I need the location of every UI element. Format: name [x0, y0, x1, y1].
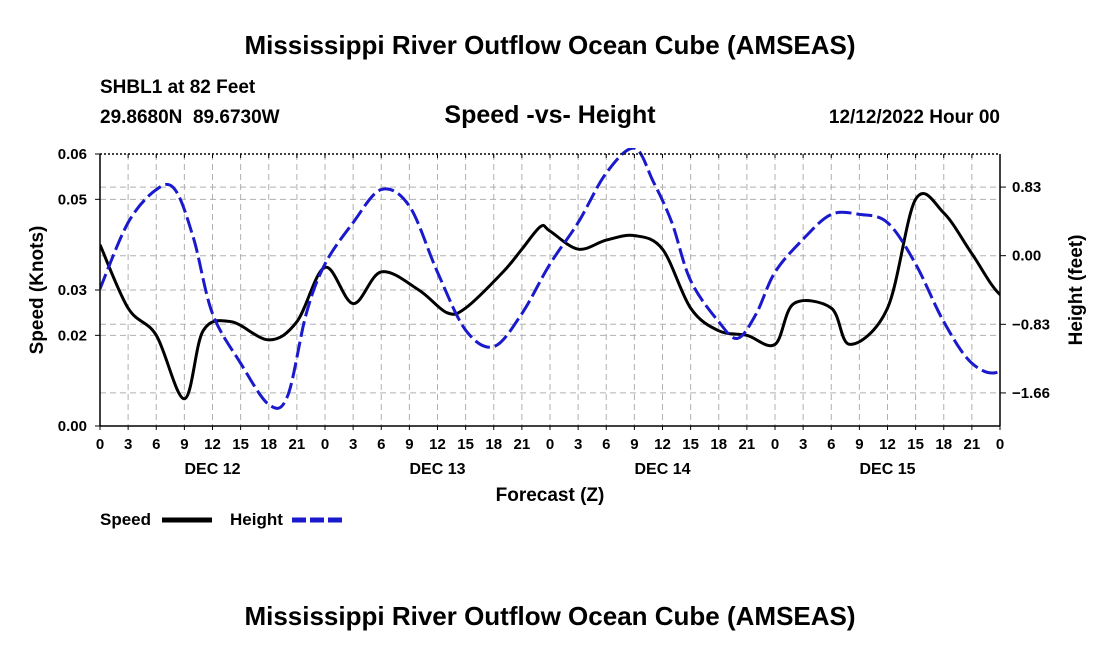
x-tick-label: 21	[739, 436, 756, 453]
y2-tick-label: 0.83	[1012, 179, 1041, 196]
x-tick-label: 6	[152, 436, 160, 453]
series-line-speed	[100, 192, 1000, 401]
y-tick-label: 0.00	[58, 418, 87, 435]
x-tick-label: 3	[799, 436, 807, 453]
x-tick-label: 0	[996, 436, 1004, 453]
x-tick-label: 0	[96, 436, 104, 453]
y2-tick-label: 0.00	[1012, 248, 1041, 265]
x-tick-label: 15	[232, 436, 249, 453]
x-tick-label: 6	[377, 436, 385, 453]
x-tick-label: 3	[574, 436, 582, 453]
x-axis-label: Forecast (Z)	[496, 485, 605, 506]
x-tick-label: 3	[349, 436, 357, 453]
x-tick-label: 0	[321, 436, 329, 453]
x-tick-label: 9	[855, 436, 863, 453]
chart-main-title: Mississippi River Outflow Ocean Cube (AM…	[244, 30, 856, 60]
series-line-height	[100, 148, 1000, 410]
x-tick-label: 21	[514, 436, 531, 453]
y2-tick-label: −0.83	[1012, 316, 1050, 333]
y2-tick-label: −1.66	[1012, 385, 1050, 402]
x-tick-label: 0	[771, 436, 779, 453]
x-tick-label: 12	[204, 436, 221, 453]
x-day-label: DEC 13	[409, 461, 465, 478]
x-tick-label: 12	[879, 436, 896, 453]
x-day-label: DEC 12	[184, 461, 240, 478]
x-tick-label: 21	[289, 436, 306, 453]
legend: Speed Height	[100, 510, 342, 529]
x-tick-label: 18	[710, 436, 727, 453]
y-tick-label: 0.06	[58, 146, 87, 163]
legend-label-height: Height	[230, 510, 283, 529]
station-coordinates: 29.8680N 89.6730W	[100, 107, 280, 128]
y-axis-label: Speed (Knots)	[27, 226, 48, 355]
x-tick-label: 12	[429, 436, 446, 453]
x-tick-label: 9	[405, 436, 413, 453]
x-tick-label: 6	[827, 436, 835, 453]
forecast-datetime: 12/12/2022 Hour 00	[828, 107, 1000, 128]
axis-layer: 0 3 6 9 12 15 18 21 0 3 6 9 12 15 18 21 0 3 6 9 12 15 18 21 0 3 6 9…	[58, 146, 1050, 478]
x-tick-label: 15	[907, 436, 924, 453]
grid-layer	[100, 154, 1000, 426]
repeated-title: Mississippi River Outflow Ocean Cube (AM…	[244, 601, 856, 631]
x-tick-label: 21	[964, 436, 981, 453]
x-tick-label: 15	[682, 436, 699, 453]
legend-label-speed: Speed	[100, 510, 151, 529]
x-tick-label: 12	[654, 436, 671, 453]
y-tick-label: 0.05	[58, 191, 87, 208]
x-tick-label: 15	[457, 436, 474, 453]
x-day-label: DEC 15	[859, 461, 915, 478]
x-tick-label: 18	[260, 436, 277, 453]
x-tick-label: 9	[180, 436, 188, 453]
x-tick-label: 3	[124, 436, 132, 453]
chart-subtitle: Speed -vs- Height	[444, 101, 656, 129]
x-tick-label: 9	[630, 436, 638, 453]
series-layer	[100, 148, 1000, 410]
y-tick-label: 0.03	[58, 282, 87, 299]
x-tick-label: 18	[935, 436, 952, 453]
x-tick-label: 18	[485, 436, 502, 453]
y-tick-label: 0.02	[58, 327, 87, 344]
x-tick-label: 6	[602, 436, 610, 453]
station-label: SHBL1 at 82 Feet	[100, 77, 256, 98]
y2-axis-label: Height (feet)	[1066, 235, 1087, 346]
x-tick-label: 0	[546, 436, 554, 453]
x-day-label: DEC 14	[634, 461, 690, 478]
